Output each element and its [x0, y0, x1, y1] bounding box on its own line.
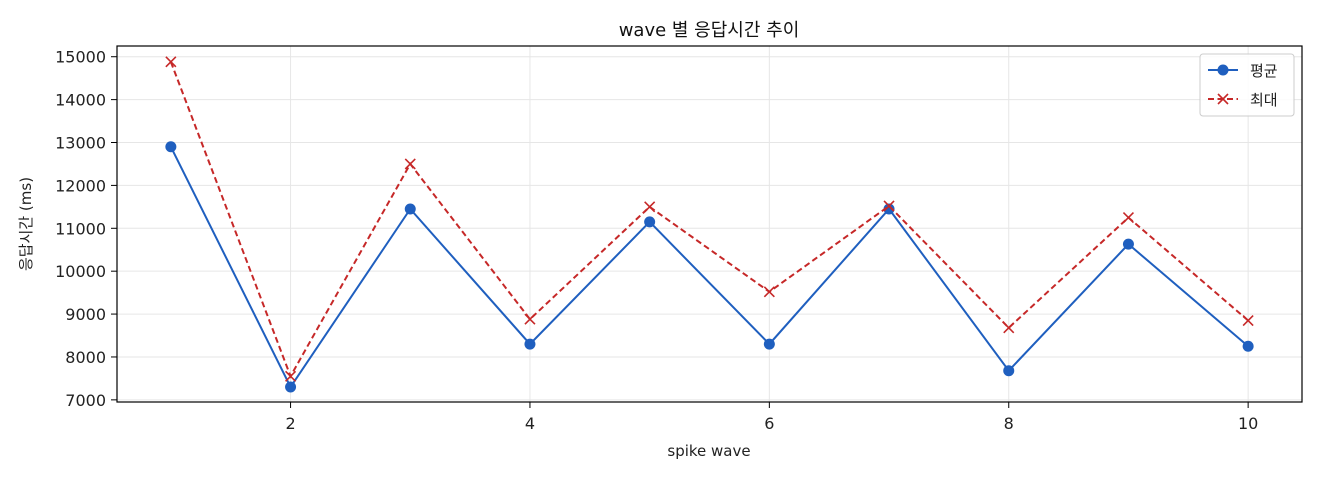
data-point: [404, 203, 416, 215]
y-tick-label: 7000: [65, 391, 106, 410]
data-point: [644, 201, 656, 213]
data-point: [284, 370, 297, 382]
x-axis-ticks: 2 4 6 8 10: [285, 402, 1258, 433]
data-point: [404, 158, 416, 170]
data-point: [763, 286, 775, 298]
grid-lines: [117, 46, 1302, 402]
data-point: [883, 200, 895, 212]
data-point: [165, 141, 177, 153]
series-line: [169, 61, 1249, 379]
series-line: [169, 146, 1249, 389]
data-point: [524, 338, 536, 350]
y-tick-label: 15000: [55, 48, 106, 67]
x-tick-label: 10: [1238, 414, 1258, 433]
data-point: [1122, 212, 1135, 224]
y-tick-label: 10000: [55, 262, 106, 281]
y-axis-ticks: 7000 8000 9000 10000 11000 12000 13000 14000 150…: [55, 48, 117, 410]
data-point: [285, 381, 297, 393]
x-tick-label: 2: [285, 414, 295, 433]
chart-title: wave 별 응답시간 추이: [619, 20, 800, 41]
y-tick-label: 8000: [65, 348, 106, 367]
legend-label: 최대: [1250, 91, 1278, 109]
x-tick-label: 6: [764, 414, 774, 433]
x-tick-label: 8: [1004, 414, 1014, 433]
data-point: [1242, 314, 1254, 327]
data-point: [883, 203, 895, 215]
data-point: [1122, 238, 1134, 250]
plot-frame: [116, 45, 1303, 403]
legend-box: [1199, 53, 1295, 117]
legend-marker: [1217, 64, 1229, 76]
data-point: [644, 216, 656, 228]
series-layer: [165, 56, 1254, 393]
y-tick-label: 12000: [55, 176, 106, 195]
series-average: [165, 141, 1254, 393]
y-axis-label: 응답시간 (ms): [17, 177, 35, 271]
data-point: [1003, 365, 1015, 377]
data-point: [1003, 322, 1015, 334]
x-tick-label: 4: [525, 414, 535, 433]
y-tick-label: 13000: [55, 134, 106, 153]
legend-label: 평균: [1250, 62, 1278, 80]
data-point: [165, 56, 177, 68]
y-tick-label: 9000: [65, 305, 106, 324]
data-point: [1242, 340, 1254, 352]
data-point: [763, 338, 775, 350]
legend-marker: [1217, 93, 1229, 105]
y-tick-label: 11000: [55, 219, 106, 238]
data-point: [524, 313, 536, 325]
y-tick-label: 14000: [55, 91, 106, 110]
series-maximum: [165, 56, 1254, 382]
x-axis-label: spike wave: [667, 442, 750, 460]
